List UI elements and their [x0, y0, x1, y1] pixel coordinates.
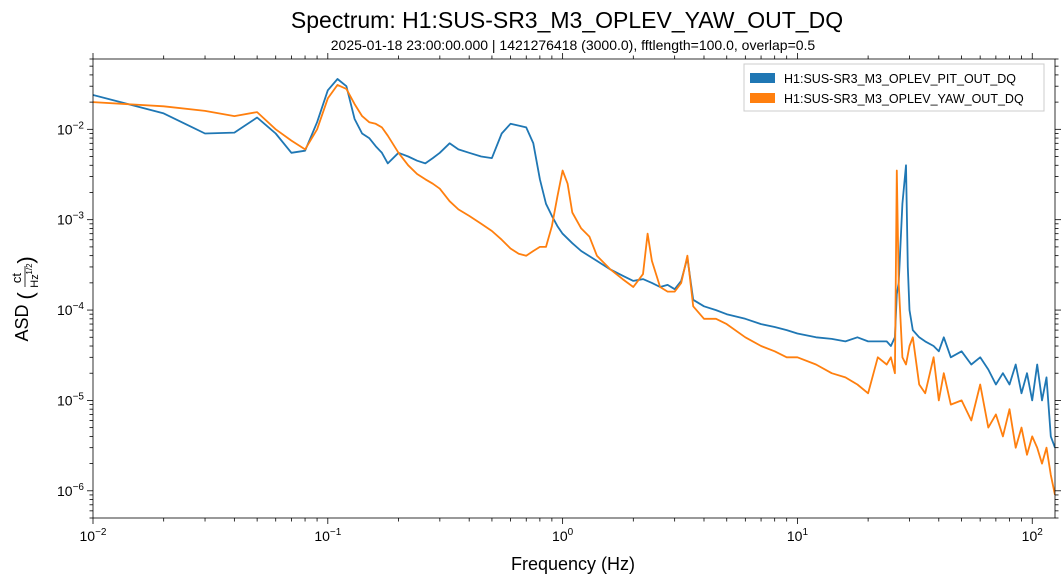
x-axis-label: Frequency (Hz)	[511, 554, 635, 574]
y-axis-label-unit-den: Hz	[29, 274, 41, 287]
x-tick-label: 101	[787, 527, 809, 544]
y-axis-label-unit-num: ct	[9, 273, 24, 284]
legend-box	[743, 63, 1045, 112]
y-tick-label: 10−6	[57, 482, 84, 499]
legend-label: H1:SUS-SR3_M3_OPLEV_YAW_OUT_DQ	[784, 92, 1024, 106]
y-axis-label-paren-left: (	[13, 292, 38, 300]
chart-title: Spectrum: H1:SUS-SR3_M3_OPLEV_YAW_OUT_DQ	[291, 7, 843, 33]
legend-label: H1:SUS-SR3_M3_OPLEV_PIT_OUT_DQ	[784, 72, 1016, 86]
x-tick-label: 100	[552, 527, 574, 544]
series-lines	[93, 78, 1055, 496]
x-tick-label: 10−2	[80, 527, 107, 544]
x-tick-label: 102	[1022, 527, 1044, 544]
y-axis-label-unit-exp: 1/2	[25, 263, 34, 275]
legend-swatch	[750, 93, 775, 103]
y-tick-label: 10−3	[57, 211, 84, 228]
x-tick-label: 10−1	[314, 527, 341, 544]
axes: 10−2 10−1 100 101 102 10−6 10−5 10−4 10−3 10−2	[57, 53, 1061, 544]
y-axis-label: ASD ( ct Hz 1/2 )	[9, 256, 41, 341]
y-axis-label-paren-right: )	[13, 256, 38, 263]
series-line-yaw	[93, 84, 1055, 496]
y-tick-label: 10−2	[57, 120, 84, 137]
y-tick-label: 10−5	[57, 391, 84, 408]
plot-frame	[92, 58, 1056, 519]
y-tick-label: 10−4	[57, 301, 84, 318]
chart-subtitle: 2025-01-18 23:00:00.000 | 1421276418 (30…	[331, 37, 816, 53]
legend: H1:SUS-SR3_M3_OPLEV_PIT_OUT_DQ H1:SUS-SR3…	[743, 63, 1045, 112]
series-line-pit	[93, 78, 1055, 449]
y-axis-label-text: ASD	[12, 304, 32, 341]
legend-swatch	[750, 73, 775, 83]
